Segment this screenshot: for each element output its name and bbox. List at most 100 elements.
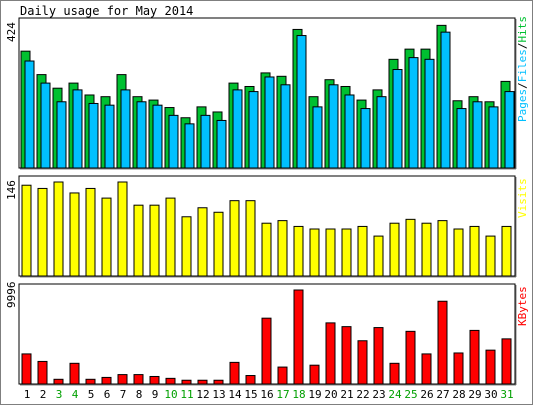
kbytes-bar-day-28 xyxy=(453,352,464,385)
visits-bar-day-11 xyxy=(181,216,192,277)
x-tick-label-day-12: 12 xyxy=(196,388,209,401)
visits-bar-day-26 xyxy=(421,222,432,277)
visits-bar-day-5 xyxy=(85,187,96,277)
files-bar-day-26 xyxy=(424,58,435,169)
files-bar-day-15 xyxy=(248,91,259,169)
files-bar-day-24 xyxy=(392,69,403,169)
kbytes-bar-day-5 xyxy=(85,378,96,385)
kbytes-bar-day-7 xyxy=(117,374,128,385)
files-bar-day-25 xyxy=(408,57,419,169)
visits-bar-day-24 xyxy=(389,222,400,277)
x-tick-label-day-9: 9 xyxy=(152,388,159,401)
kbytes-bar-day-10 xyxy=(165,377,176,385)
files-bar-day-5 xyxy=(88,102,99,169)
kbytes-bar-day-13 xyxy=(213,379,224,385)
kbytes-bar-day-2 xyxy=(37,360,48,385)
x-tick-label-day-25: 25 xyxy=(404,388,417,401)
visits-bar-day-17 xyxy=(277,220,288,277)
files-bar-day-1 xyxy=(24,60,35,169)
files-bar-day-8 xyxy=(136,101,147,169)
kbytes-bar-day-31 xyxy=(501,338,512,385)
visits-panel-series-label-part-0: Visits xyxy=(516,178,529,218)
x-tick-label-day-16: 16 xyxy=(260,388,273,401)
kbytes-bar-day-18 xyxy=(293,289,304,385)
files-bar-day-29 xyxy=(472,101,483,169)
visits-panel-ymax-label: 146 xyxy=(5,180,18,200)
x-tick-label-day-27: 27 xyxy=(436,388,449,401)
files-bar-day-21 xyxy=(344,94,355,169)
files-bar-day-30 xyxy=(488,106,499,169)
visits-bar-day-21 xyxy=(341,228,352,277)
visits-bar-day-8 xyxy=(133,204,144,277)
kbytes-bar-day-30 xyxy=(485,349,496,385)
x-tick-label-day-23: 23 xyxy=(372,388,385,401)
kbytes-bar-day-3 xyxy=(53,378,64,385)
kbytes-bar-day-20 xyxy=(325,322,336,385)
x-tick-label-day-2: 2 xyxy=(40,388,47,401)
x-tick-label-day-19: 19 xyxy=(308,388,321,401)
kbytes-bar-day-14 xyxy=(229,361,240,385)
x-tick-label-day-1: 1 xyxy=(24,388,31,401)
x-tick-label-day-30: 30 xyxy=(484,388,497,401)
x-tick-label-day-14: 14 xyxy=(228,388,242,401)
x-tick-label-day-18: 18 xyxy=(292,388,305,401)
visits-bar-day-19 xyxy=(309,228,320,277)
x-tick-label-day-4: 4 xyxy=(72,388,79,401)
files-bar-day-19 xyxy=(312,106,323,169)
hits-panel-series-label-part-3: / xyxy=(516,43,529,50)
files-bar-day-27 xyxy=(440,31,451,169)
visits-bar-day-1 xyxy=(21,184,32,277)
visits-bar-day-31 xyxy=(501,225,512,277)
kbytes-bar-day-27 xyxy=(437,300,448,385)
kbytes-bar-day-19 xyxy=(309,364,320,385)
kbytes-bar-day-11 xyxy=(181,379,192,385)
chart-title: Daily usage for May 2014 xyxy=(20,4,193,18)
hits-panel-series-label: Pages/Files/Hits xyxy=(516,16,529,122)
kbytes-bar-day-26 xyxy=(421,353,432,385)
kbytes-bar-day-12 xyxy=(197,379,208,385)
x-tick-label-day-7: 7 xyxy=(120,388,127,401)
visits-bar-day-18 xyxy=(293,225,304,277)
files-bar-day-10 xyxy=(168,114,179,169)
kbytes-bar-day-1 xyxy=(21,353,32,385)
visits-bar-day-23 xyxy=(373,235,384,277)
visits-bar-day-13 xyxy=(213,211,224,277)
visits-bar-day-25 xyxy=(405,218,416,277)
files-bar-day-23 xyxy=(376,96,387,169)
x-tick-label-day-13: 13 xyxy=(212,388,225,401)
kbytes-bar-day-4 xyxy=(69,362,80,385)
x-tick-label-day-6: 6 xyxy=(104,388,111,401)
kbytes-bar-day-9 xyxy=(149,375,160,385)
files-bar-day-4 xyxy=(72,89,83,169)
x-tick-label-day-26: 26 xyxy=(420,388,433,401)
kbytes-bar-day-22 xyxy=(357,340,368,385)
x-tick-label-day-5: 5 xyxy=(88,388,95,401)
x-tick-label-day-20: 20 xyxy=(324,388,337,401)
files-bar-day-16 xyxy=(264,76,275,169)
visits-bar-day-20 xyxy=(325,228,336,277)
files-bar-day-28 xyxy=(456,108,467,169)
hits-panel-ymax-label: 424 xyxy=(5,22,18,42)
x-tick-label-day-8: 8 xyxy=(136,388,143,401)
visits-bar-day-15 xyxy=(245,200,256,277)
kbytes-bar-day-16 xyxy=(261,317,272,385)
x-tick-label-day-24: 24 xyxy=(388,388,402,401)
visits-bar-day-29 xyxy=(469,225,480,277)
files-bar-day-14 xyxy=(232,89,243,169)
files-bar-day-18 xyxy=(296,35,307,169)
kbytes-bar-day-23 xyxy=(373,327,384,385)
visits-bar-day-10 xyxy=(165,197,176,277)
x-tick-label-day-3: 3 xyxy=(56,388,63,401)
kbytes-bar-day-21 xyxy=(341,326,352,385)
visits-bar-day-16 xyxy=(261,222,272,277)
x-tick-label-day-22: 22 xyxy=(356,388,369,401)
visits-bar-day-14 xyxy=(229,200,240,277)
kbytes-bar-day-29 xyxy=(469,329,480,385)
x-tick-label-day-31: 31 xyxy=(500,388,513,401)
files-bar-day-6 xyxy=(104,104,115,169)
visits-bar-day-7 xyxy=(117,181,128,277)
kbytes-panel-series-label: KBytes xyxy=(516,286,529,326)
x-tick-label-day-29: 29 xyxy=(468,388,481,401)
files-bar-day-11 xyxy=(184,123,195,169)
kbytes-bar-day-6 xyxy=(101,376,112,385)
